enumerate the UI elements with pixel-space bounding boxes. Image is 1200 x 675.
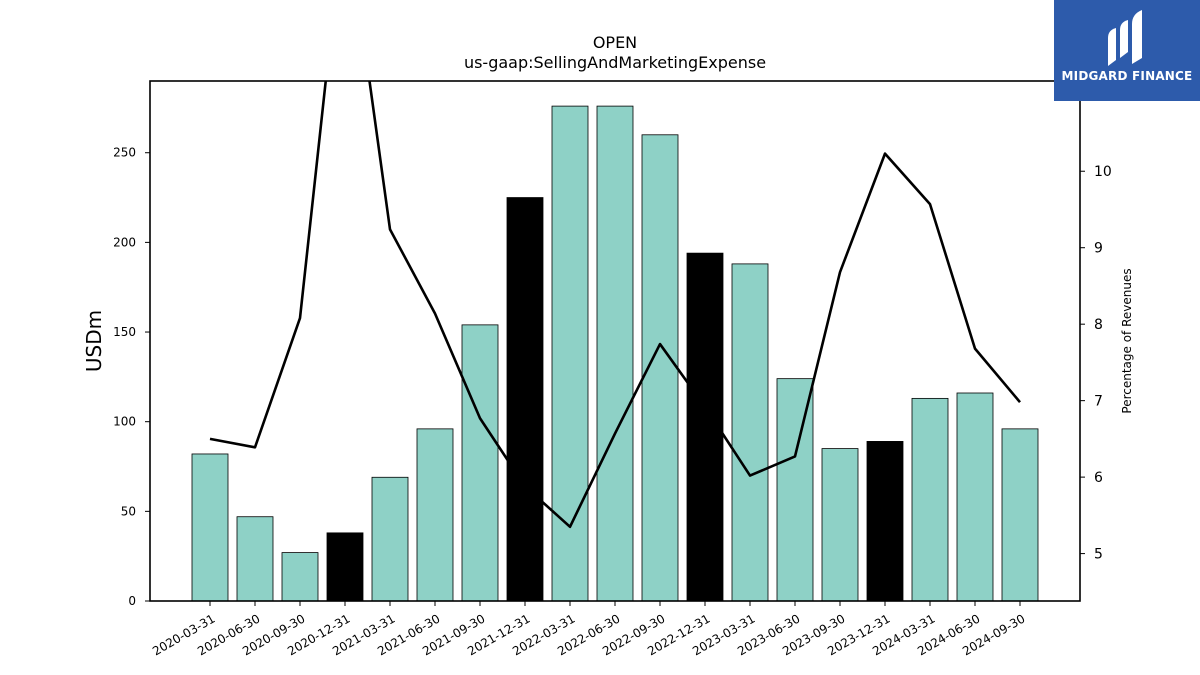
- bar-2024-06-30: [956, 392, 994, 602]
- bar-2020-09-30: [281, 552, 319, 602]
- bar-2023-12-31: [866, 441, 904, 602]
- y-tick-label: 200: [113, 235, 136, 249]
- line-series: [209, 81, 1021, 529]
- bar-2021-09-30: [461, 324, 499, 602]
- y-axis-label: USDm: [82, 310, 106, 372]
- y2-tick-label: 6: [1094, 470, 1103, 486]
- bar-2024-09-30: [1001, 428, 1039, 602]
- bar-2023-06-30: [776, 378, 814, 602]
- y-tick-label: 50: [121, 504, 136, 518]
- y-axis: 0 50 100 150 200 250: [113, 146, 150, 608]
- bar-2021-06-30: [416, 428, 454, 602]
- y-tick-label: 0: [128, 594, 136, 608]
- y2-tick-label: 7: [1094, 394, 1103, 410]
- bar-2024-03-31: [911, 397, 949, 602]
- y-tick-label: 100: [113, 415, 136, 429]
- chart-subtitle: us-gaap:SellingAndMarketingExpense: [464, 53, 766, 72]
- bar-2020-03-31: [191, 453, 229, 602]
- bar-2020-12-31: [326, 532, 364, 602]
- y2-tick-label: 5: [1094, 547, 1103, 563]
- y2-axis-label: Percentage of Revenues: [1120, 268, 1134, 413]
- y-tick-label: 250: [113, 146, 136, 160]
- brand-logo: MIDGARD FINANCE: [1054, 0, 1200, 101]
- revenue-percentage-line: [209, 81, 1021, 529]
- bar-2022-06-30: [596, 105, 634, 602]
- bar-2021-12-31: [506, 197, 544, 602]
- y2-tick-label: 9: [1094, 241, 1103, 257]
- y-tick-label: 150: [113, 325, 136, 339]
- bar-2023-03-31: [731, 263, 769, 602]
- midgard-logo-icon: [1108, 10, 1142, 66]
- x-axis: 2020-03-312020-06-302020-09-302020-12-31…: [150, 601, 1028, 658]
- bar-2020-06-30: [236, 516, 274, 602]
- chart-title: OPEN: [593, 33, 637, 52]
- bar-2021-03-31: [371, 476, 409, 602]
- y2-axis: 5 6 7 8 9 10: [1080, 164, 1112, 563]
- y2-tick-label: 10: [1094, 164, 1112, 180]
- brand-name: MIDGARD FINANCE: [1061, 69, 1193, 83]
- bar-2022-03-31: [551, 105, 589, 602]
- bar-2023-09-30: [821, 448, 859, 602]
- bar-series: [191, 105, 1039, 602]
- y2-tick-label: 8: [1094, 317, 1103, 333]
